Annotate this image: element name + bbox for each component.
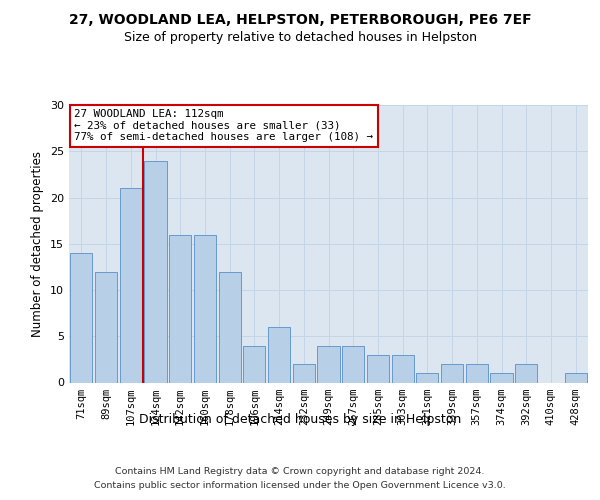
Bar <box>392 355 414 382</box>
Bar <box>293 364 315 382</box>
Bar <box>342 346 364 383</box>
Bar <box>169 234 191 382</box>
Bar <box>268 327 290 382</box>
Bar <box>218 272 241 382</box>
Y-axis label: Number of detached properties: Number of detached properties <box>31 151 44 337</box>
Bar <box>515 364 538 382</box>
Text: 27 WOODLAND LEA: 112sqm
← 23% of detached houses are smaller (33)
77% of semi-de: 27 WOODLAND LEA: 112sqm ← 23% of detache… <box>74 109 373 142</box>
Text: Contains public sector information licensed under the Open Government Licence v3: Contains public sector information licen… <box>94 481 506 490</box>
Bar <box>416 373 439 382</box>
Bar <box>565 373 587 382</box>
Text: Size of property relative to detached houses in Helpston: Size of property relative to detached ho… <box>124 31 476 44</box>
Bar <box>367 355 389 382</box>
Text: Contains HM Land Registry data © Crown copyright and database right 2024.: Contains HM Land Registry data © Crown c… <box>115 468 485 476</box>
Bar <box>441 364 463 382</box>
Text: 27, WOODLAND LEA, HELPSTON, PETERBOROUGH, PE6 7EF: 27, WOODLAND LEA, HELPSTON, PETERBOROUGH… <box>68 12 532 26</box>
Bar <box>119 188 142 382</box>
Bar <box>317 346 340 383</box>
Bar <box>466 364 488 382</box>
Bar <box>243 346 265 383</box>
Bar <box>490 373 512 382</box>
Text: Distribution of detached houses by size in Helpston: Distribution of detached houses by size … <box>139 412 461 426</box>
Bar <box>194 234 216 382</box>
Bar <box>95 272 117 382</box>
Bar <box>145 160 167 382</box>
Bar <box>70 253 92 382</box>
